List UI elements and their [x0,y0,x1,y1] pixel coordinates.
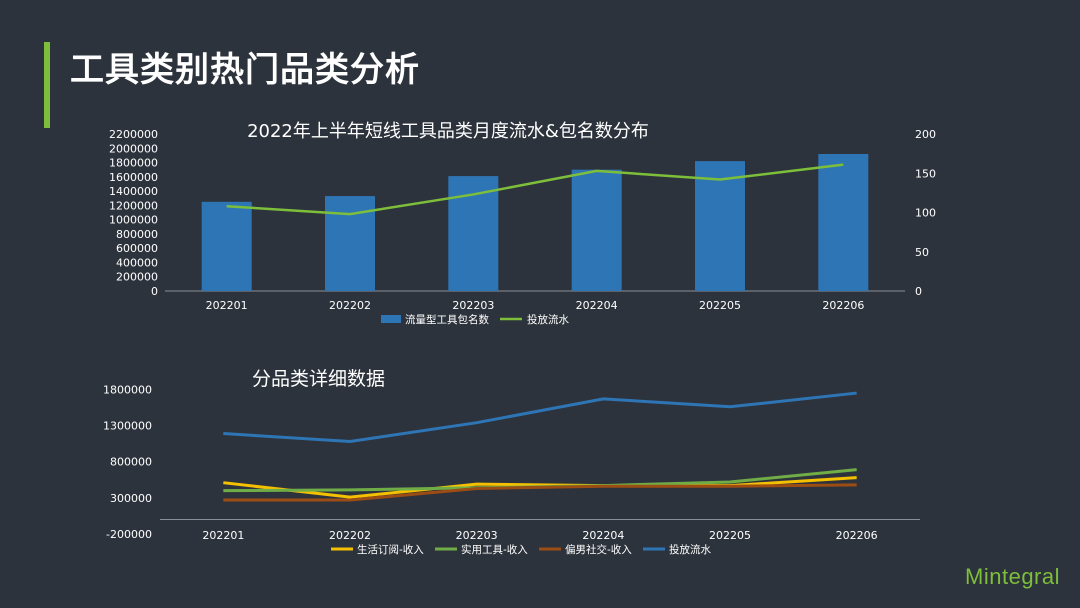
legend-swatch [381,315,401,323]
x-tick-label: 202204 [582,529,624,542]
legend-label: 偏男社交-收入 [565,543,632,556]
x-tick-label: 202203 [456,529,498,542]
mintegral-logo: Mintegral [965,564,1060,589]
y-tick-label: 800000 [116,228,158,241]
x-tick-label: 202202 [329,299,371,312]
y-tick-label: 1300000 [103,420,152,433]
y-tick-label: 400000 [116,256,158,269]
y-tick-label: 300000 [110,492,152,505]
y-tick-label: 1800000 [109,157,158,170]
x-tick-label: 202204 [576,299,618,312]
x-tick-label: 202206 [822,299,864,312]
legend-label: 投放流水 [527,313,569,326]
y-tick-label: 600000 [116,242,158,255]
y2-tick-label: 50 [915,246,929,259]
y2-tick-label: 100 [915,207,936,220]
x-tick-label: 202202 [329,529,371,542]
page-title: 工具类别热门品类分析 [70,50,420,90]
series-line [226,163,844,216]
legend-label: 流量型工具包名数 [405,313,489,326]
legend-label: 投放流水 [669,543,711,556]
x-tick-label: 202201 [202,529,244,542]
chart-title: 分品类详细数据 [252,368,385,390]
y-tick-label: 2000000 [109,142,158,155]
y-tick-label: 1200000 [109,199,158,212]
legend-label: 生活订阅-收入 [357,543,424,556]
series-line [223,476,857,499]
y-tick-label: 200000 [116,271,158,284]
series-line [223,483,857,502]
y-tick-label: 2200000 [109,128,158,141]
title-accent-bar [44,42,50,128]
bar [201,201,252,291]
series-line [223,391,857,443]
bar [695,161,745,291]
bar [818,153,869,291]
x-tick-label: 202201 [206,299,248,312]
chart-title: 2022年上半年短线工具品类月度流水&包名数分布 [247,121,649,142]
x-tick-label: 202203 [452,299,494,312]
y2-tick-label: 0 [915,285,922,298]
x-tick-label: 202205 [699,299,741,312]
y-tick-label: -200000 [106,528,152,541]
y2-tick-label: 200 [915,128,936,141]
y2-tick-label: 150 [915,167,936,180]
legend-label: 实用工具-收入 [461,543,528,556]
bar [571,169,622,291]
x-tick-label: 202206 [836,529,878,542]
y-tick-label: 1000000 [109,214,158,227]
y-tick-label: 1600000 [109,171,158,184]
y-tick-label: 1400000 [109,185,158,198]
y-tick-label: 1800000 [103,383,152,396]
y-tick-label: 0 [151,285,158,298]
y-tick-label: 800000 [110,456,152,469]
x-tick-label: 202205 [709,529,751,542]
